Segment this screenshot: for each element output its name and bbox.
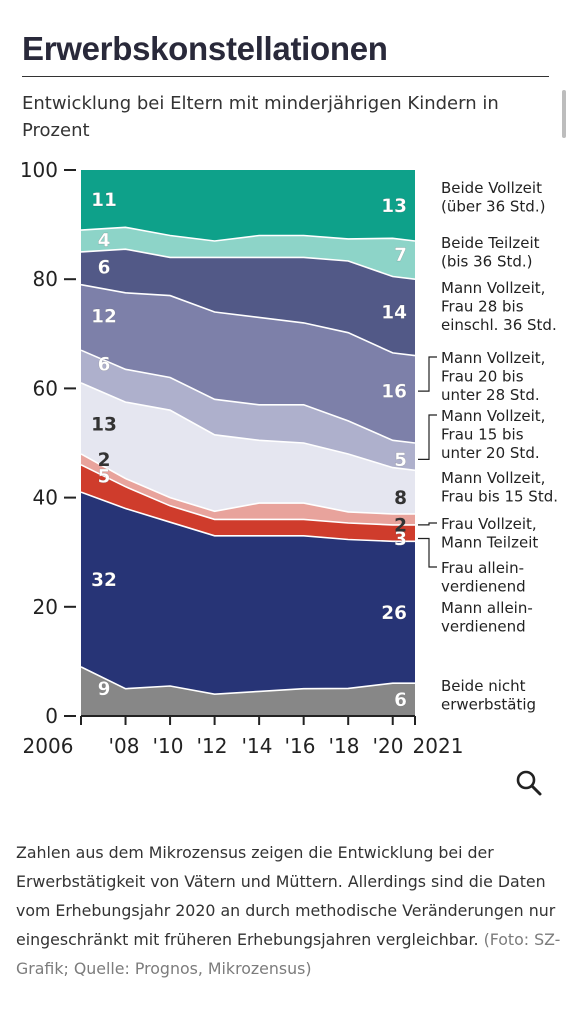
x-tick-label: 2006 bbox=[23, 734, 74, 758]
value-label-end-0: 6 bbox=[394, 690, 407, 711]
series-label-7: einschl. 36 Std. bbox=[441, 316, 557, 334]
value-label-end-4: 8 bbox=[394, 488, 407, 509]
series-label-3: Frau Vollzeit, bbox=[441, 515, 537, 533]
value-label-end-2: 3 bbox=[394, 529, 407, 550]
area-layers bbox=[81, 170, 415, 716]
area-separators bbox=[80, 226, 416, 696]
series-label-7: Mann Vollzeit, bbox=[441, 279, 545, 297]
value-label-start-8: 4 bbox=[98, 230, 111, 251]
separator-line-3 bbox=[80, 453, 415, 515]
series-labels: Beide Vollzeit(über 36 Std.) Beide Teilze… bbox=[418, 179, 558, 714]
value-label-start-5: 6 bbox=[98, 354, 111, 375]
series-label-9: Beide Vollzeit bbox=[441, 179, 542, 197]
value-label-start-2: 5 bbox=[98, 466, 111, 487]
y-tick-label: 0 bbox=[45, 704, 58, 728]
value-label-start-0: 9 bbox=[98, 679, 111, 700]
value-label-start-3: 2 bbox=[98, 450, 111, 471]
value-label-start-1: 32 bbox=[91, 570, 117, 591]
series-label-8: Beide Teilzeit bbox=[441, 234, 540, 252]
y-tick-label: 80 bbox=[33, 267, 58, 291]
series-label-5: unter 20 Std. bbox=[441, 444, 540, 462]
value-label-end-8: 7 bbox=[394, 245, 407, 266]
series-label-3: Mann Teilzeit bbox=[441, 534, 538, 552]
x-tick-label: '18 bbox=[329, 734, 360, 758]
area-series-3 bbox=[81, 453, 415, 525]
x-tick-label: '14 bbox=[242, 734, 273, 758]
series-label-0: Beide nicht bbox=[441, 677, 526, 695]
value-label-start-7: 6 bbox=[98, 258, 111, 279]
value-label-start-4: 13 bbox=[91, 414, 117, 435]
area-series-9 bbox=[81, 170, 415, 241]
area-series-5 bbox=[81, 350, 415, 471]
chart-subtitle: Entwicklung bei Eltern mit minderjährige… bbox=[22, 93, 499, 141]
value-label-start-9: 11 bbox=[91, 190, 117, 211]
magnifier-icon[interactable] bbox=[514, 768, 544, 798]
series-label-6: unter 28 Std. bbox=[441, 386, 540, 404]
separator-line-1 bbox=[80, 491, 415, 543]
x-tick-label: '12 bbox=[197, 734, 228, 758]
value-label-end-3: 2 bbox=[394, 515, 407, 536]
separator-line-7 bbox=[80, 248, 416, 280]
x-tick-label: '08 bbox=[109, 734, 140, 758]
series-label-5: Frau 15 bis bbox=[441, 426, 524, 444]
caption-text: Zahlen aus dem Mikrozensus zeigen die En… bbox=[16, 843, 556, 949]
scrollbar[interactable] bbox=[562, 90, 566, 138]
label-connector-3 bbox=[418, 522, 437, 526]
value-label-end-9: 13 bbox=[381, 196, 407, 217]
separator-line-5 bbox=[80, 349, 416, 444]
area-series-0 bbox=[81, 666, 415, 716]
y-tick-label: 20 bbox=[33, 595, 58, 619]
x-tick-label: '10 bbox=[153, 734, 184, 758]
series-label-1: verdienend bbox=[441, 618, 526, 636]
series-label-2: verdienend bbox=[441, 578, 526, 596]
axes: 0 20 40 60 80 100 2006 '08 '10 '12 '14 '16 '18 '20 202… bbox=[20, 158, 464, 758]
series-label-2: Frau allein- bbox=[441, 559, 524, 577]
separator-line-0 bbox=[80, 666, 415, 696]
area-series-6 bbox=[81, 284, 415, 443]
value-label-start-6: 12 bbox=[91, 306, 117, 327]
series-label-6: Mann Vollzeit, bbox=[441, 349, 545, 367]
separator-line-6 bbox=[80, 283, 416, 357]
y-tick-label: 60 bbox=[33, 376, 58, 400]
separator-line-4 bbox=[80, 382, 416, 472]
y-tick-label: 100 bbox=[20, 158, 58, 182]
area-series-4 bbox=[81, 382, 415, 514]
magnifier-icon-glyph bbox=[516, 770, 542, 796]
x-tick-label: 2021 bbox=[413, 734, 464, 758]
label-connector-6 bbox=[418, 356, 437, 392]
value-label-end-5: 5 bbox=[394, 450, 407, 471]
separator-line-2 bbox=[80, 464, 415, 526]
value-label-end-6: 16 bbox=[381, 382, 407, 403]
separator-line-8 bbox=[80, 226, 416, 242]
value-label-end-7: 14 bbox=[381, 302, 407, 323]
area-series-1 bbox=[81, 492, 415, 695]
title-divider bbox=[22, 76, 549, 77]
series-label-0: erwerbstätig bbox=[441, 696, 536, 714]
caption-credit: (Foto: SZ-Grafik; Quelle: Prognos, Mikro… bbox=[16, 930, 561, 978]
caption: Zahlen aus dem Mikrozensus zeigen die En… bbox=[16, 838, 561, 983]
series-label-6: Frau 20 bis bbox=[441, 368, 524, 386]
series-label-8: (bis 36 Std.) bbox=[441, 253, 533, 271]
label-connector-2 bbox=[418, 537, 437, 568]
series-label-9: (über 36 Std.) bbox=[441, 198, 545, 216]
y-tick-label: 40 bbox=[33, 486, 58, 510]
series-label-4: Mann Vollzeit, bbox=[441, 469, 545, 487]
series-label-5: Mann Vollzeit, bbox=[441, 407, 545, 425]
stacked-area-chart: 0 20 40 60 80 100 2006 '08 '10 '12 '14 '16 '18 '20 202… bbox=[20, 158, 558, 758]
series-label-1: Mann allein- bbox=[441, 599, 533, 617]
area-series-8 bbox=[81, 227, 415, 280]
label-connector-5 bbox=[418, 414, 437, 460]
x-tick-label: '16 bbox=[285, 734, 316, 758]
value-label-end-1: 26 bbox=[381, 603, 407, 624]
chart-title: Erwerbskonstellationen bbox=[22, 30, 388, 67]
x-tick-label: '20 bbox=[373, 734, 404, 758]
series-label-4: Frau bis 15 Std. bbox=[441, 488, 558, 506]
series-label-7: Frau 28 bis bbox=[441, 298, 524, 316]
